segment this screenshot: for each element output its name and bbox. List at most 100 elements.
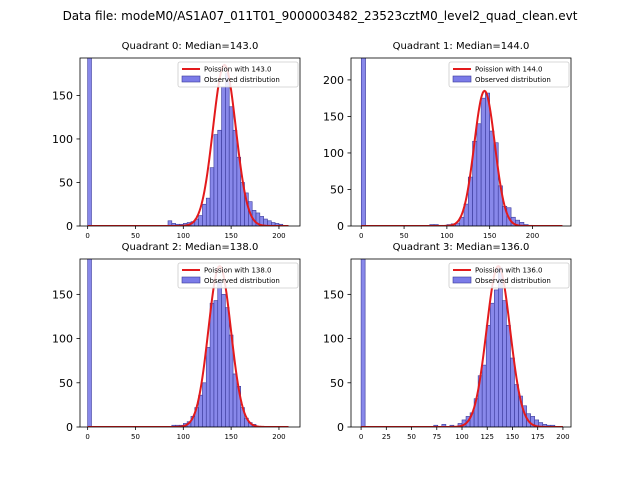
histogram-bar [202,382,207,427]
histogram-bar [493,142,499,226]
y-tick-label: 150 [323,110,344,123]
subplot-quadrant-0: Quadrant 0: Median=143.0 0 50 100 150 200 0 50 1… [52,41,301,240]
subplot-title: Quadrant 3: Median=136.0 [393,242,530,253]
poisson-curve [87,63,289,226]
x-tick-label: 50 [400,232,409,240]
x-tick-label: 0 [85,433,89,441]
legend-bar-swatch [181,75,201,83]
x-tick-label: 0 [359,433,363,441]
subplot-title: Quadrant 1: Median=144.0 [393,41,530,52]
histogram-bar [205,197,211,226]
legend-bar-swatch [181,276,201,284]
histogram-bar [360,259,366,427]
legend-observed-label: Observed distribution [475,76,551,84]
x-tick-label: 50 [131,433,140,441]
y-tick-label: 150 [52,288,73,301]
y-tick-label: 100 [323,147,344,160]
legend-box [177,262,299,289]
histogram-bar [198,215,203,226]
histogram-bar [494,289,499,427]
y-tick-label: 0 [66,220,73,233]
histogram-bar [232,129,238,226]
subplot-title: Quadrant 2: Median=138.0 [122,242,259,253]
figure-suptitle: Data file: modeM0/AS1A07_011T01_90000034… [63,9,578,23]
y-tick-label: 100 [52,133,73,146]
subplot-quadrant-3: Quadrant 3: Median=136.0 0 25 50 75 100 125 150… [323,242,572,441]
histogram-bar [217,129,222,226]
x-tick-label: 100 [440,232,453,240]
axes-frame [350,258,572,428]
legend-bar-swatch [452,276,472,284]
histogram-bar [205,347,211,427]
x-tick-label: 0 [359,232,363,240]
plot-area [360,259,563,427]
legend-box [448,262,570,289]
legend-poisson-label: Poission with 144.0 [475,66,543,74]
x-tick-label: 100 [177,232,190,240]
subplot-title: Quadrant 0: Median=143.0 [122,41,259,52]
poisson-curve [87,264,289,427]
x-tick-label: 125 [481,433,494,441]
x-tick-label: 50 [407,433,416,441]
legend: Poission with 143.0 Observed distribution [177,61,299,88]
histogram-bar [213,134,219,226]
histogram-bar [209,167,215,226]
legend: Poission with 144.0 Observed distribution [448,61,570,88]
x-tick-label: 200 [526,232,539,240]
legend-observed-label: Observed distribution [204,277,280,285]
histogram-bar [213,300,219,427]
x-tick-label: 100 [455,433,468,441]
y-tick-label: 150 [52,89,73,102]
x-tick-label: 150 [224,232,237,240]
axes-frame [79,57,301,227]
histogram-bar [476,123,482,226]
histogram-bar [502,300,507,427]
histogram-bar [87,259,92,427]
histogram-bar [232,373,238,427]
x-tick-label: 50 [131,232,140,240]
x-tick-label: 100 [177,433,190,441]
subplot-grid: Quadrant 0: Median=143.0 0 50 100 150 200 0 50 1… [52,41,572,441]
legend: Poission with 136.0 Observed distribution [448,262,570,289]
plot-area [87,259,289,427]
y-tick-label: 0 [337,421,344,434]
y-tick-label: 50 [59,377,73,390]
y-tick-label: 200 [323,74,344,87]
legend-bar-swatch [452,75,472,83]
legend-poisson-label: Poission with 138.0 [204,267,272,275]
x-tick-label: 75 [432,433,441,441]
plot-area [87,58,289,226]
legend-observed-label: Observed distribution [475,277,551,285]
x-tick-label: 200 [272,232,285,240]
histogram-bar [485,92,490,226]
histogram-bar [225,73,230,226]
axes-frame [350,57,572,227]
subplot-quadrant-1: Quadrant 1: Median=144.0 0 50 100 150 200 0 50 1… [323,41,572,240]
histogram-bar [221,86,226,226]
histogram-bar [498,267,503,427]
poisson-curve [361,89,563,226]
legend: Poission with 138.0 Observed distribution [177,262,299,289]
histogram-bar [217,280,222,427]
x-tick-label: 25 [382,433,391,441]
histogram-bar [360,58,366,226]
x-tick-label: 150 [224,433,237,441]
histogram-bar [510,357,515,427]
histogram-bar [489,302,495,427]
legend-poisson-label: Poission with 136.0 [475,267,543,275]
histogram-bar [489,130,495,226]
histogram-bar [506,325,511,427]
x-tick-label: 175 [531,433,544,441]
y-tick-label: 0 [66,421,73,434]
x-tick-label: 150 [483,232,496,240]
y-tick-label: 100 [323,333,344,346]
poisson-curve [361,264,563,427]
histogram-bar [228,106,234,226]
x-tick-label: 0 [85,232,89,240]
histogram-bar [441,424,447,427]
histogram-bar [221,294,226,427]
legend-poisson-label: Poission with 143.0 [204,66,272,74]
y-tick-label: 50 [330,183,344,196]
y-tick-label: 50 [330,377,344,390]
